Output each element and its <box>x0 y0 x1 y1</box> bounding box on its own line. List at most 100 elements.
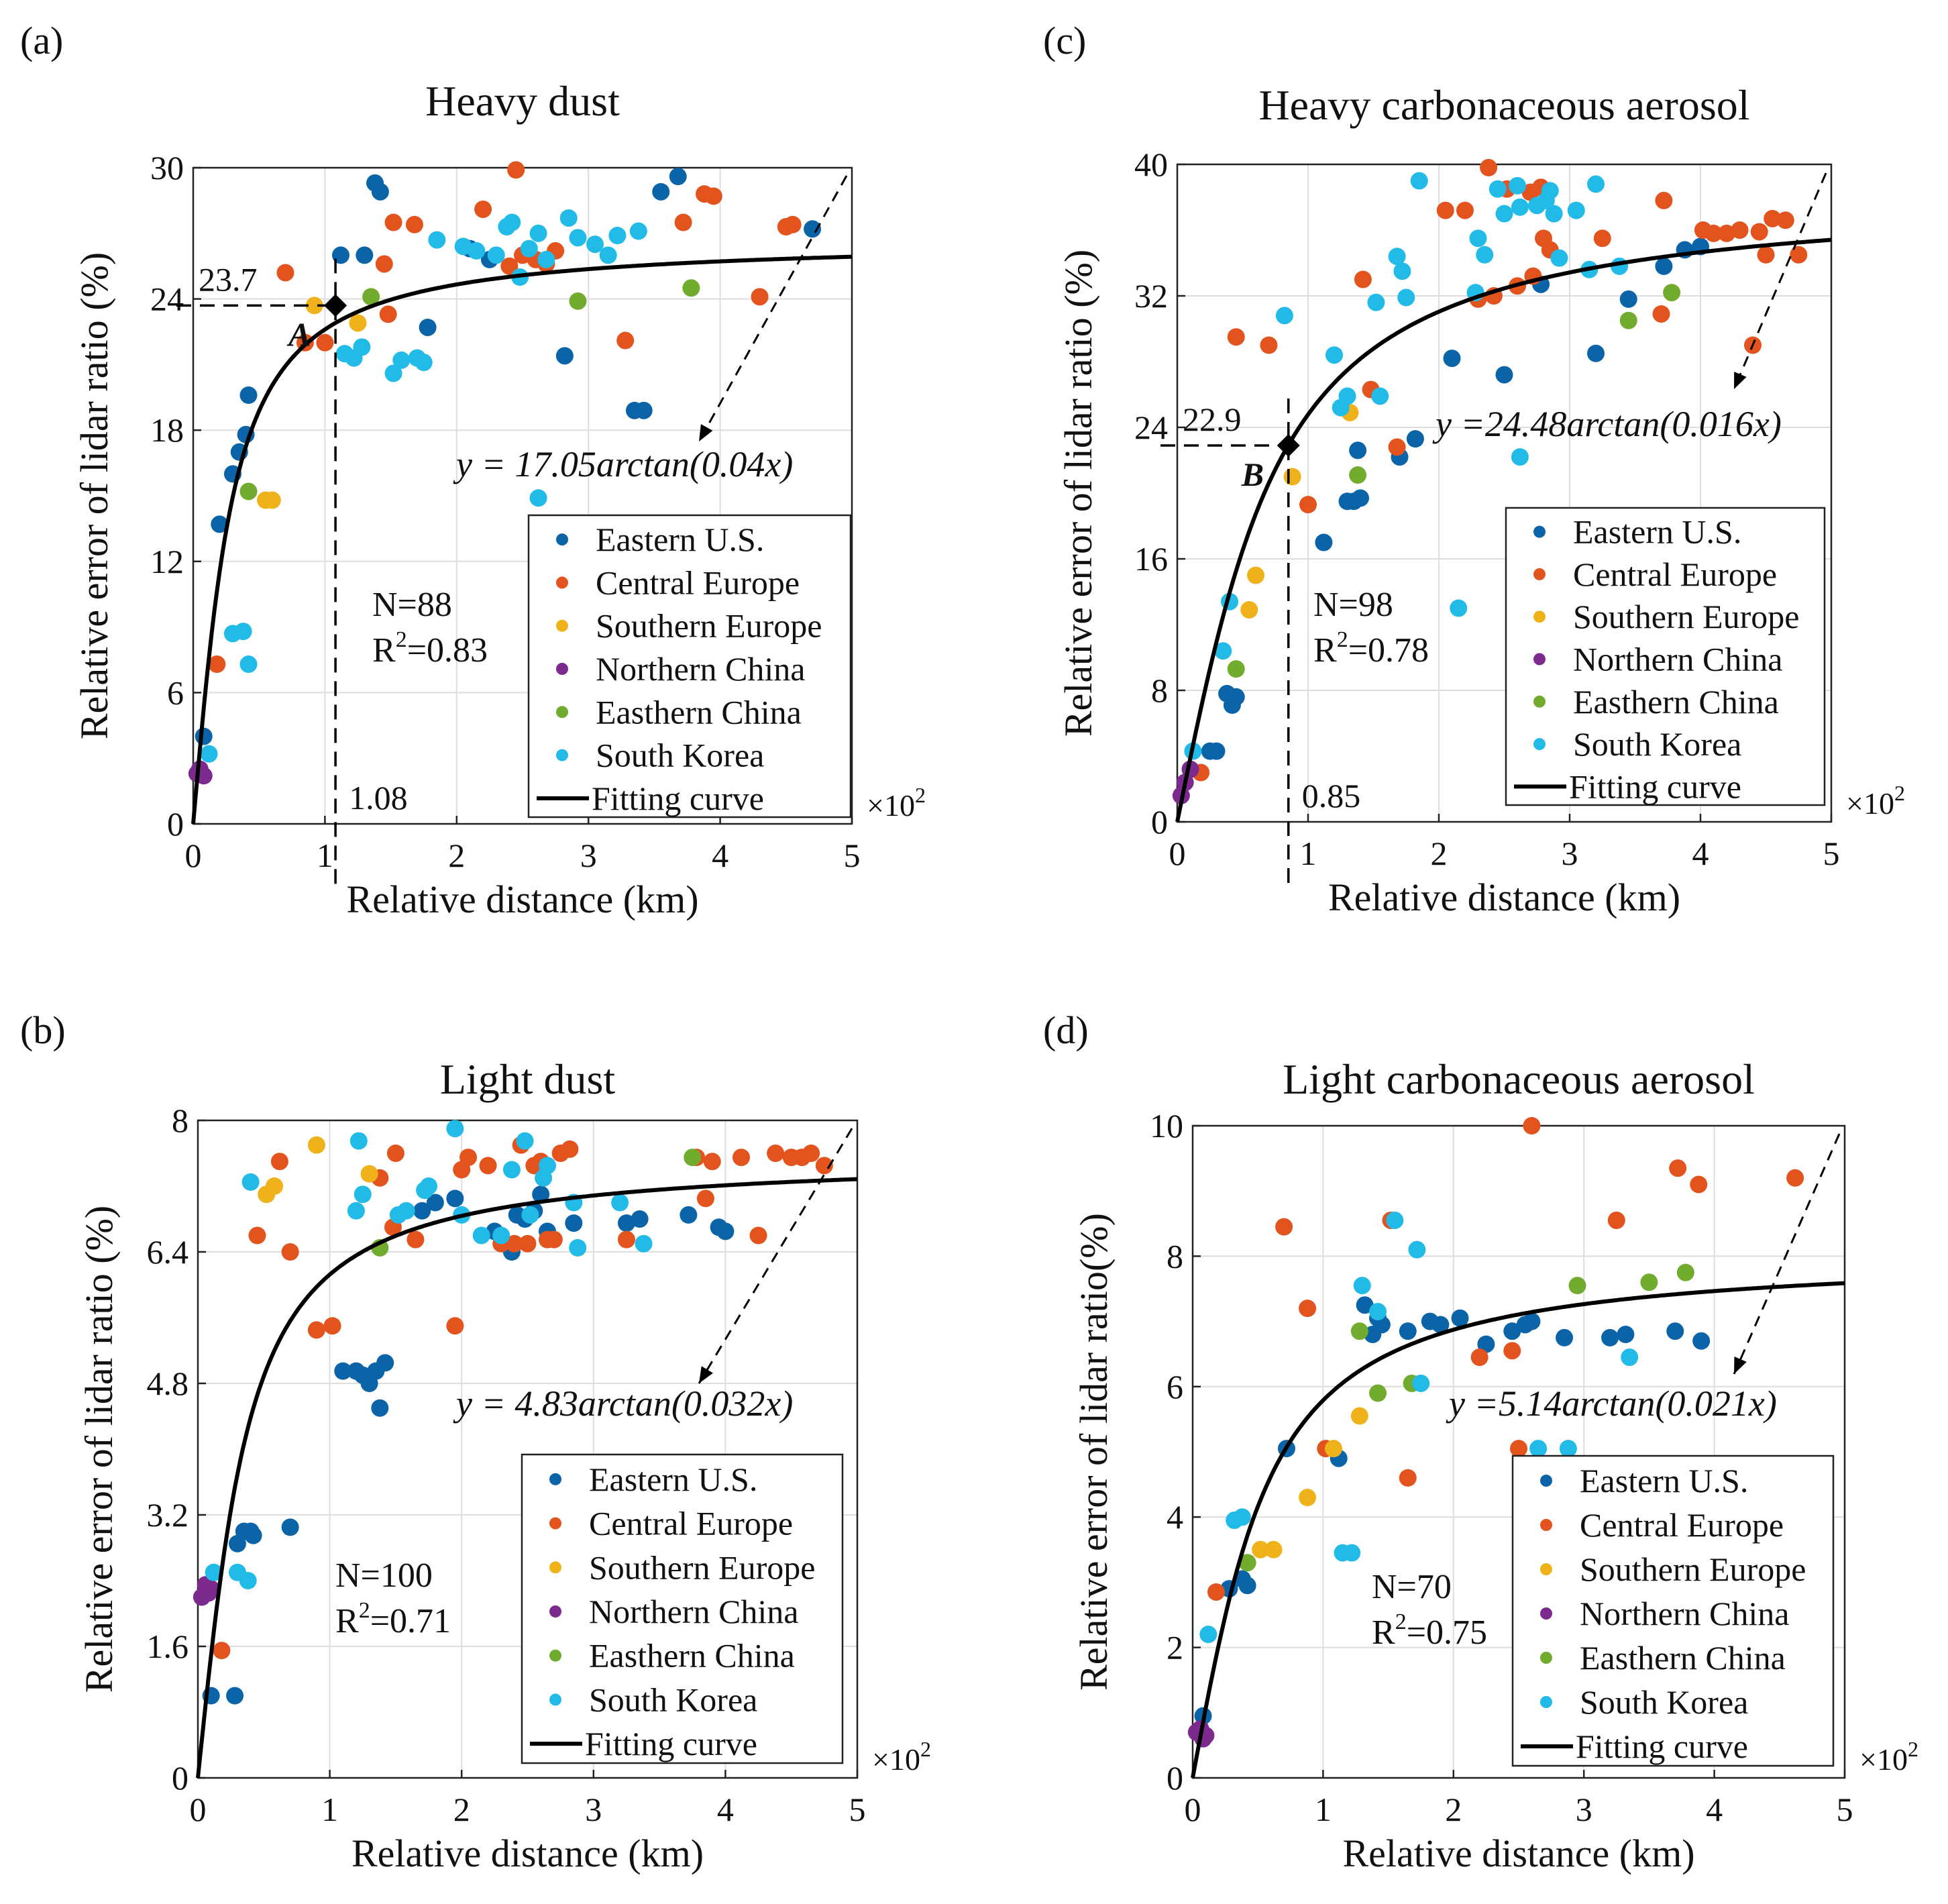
data-point <box>375 255 393 273</box>
data-point <box>413 1202 431 1220</box>
plot-frame <box>1191 1124 1846 1779</box>
data-point <box>1283 468 1301 486</box>
x-tick-label: 4 <box>717 1791 734 1828</box>
data-point <box>1529 1440 1548 1458</box>
legend: Eastern U.S. Central Europe Southern Europ… <box>1505 507 1826 806</box>
data-point <box>1568 1277 1586 1295</box>
legend-marker-central-europe <box>549 1517 561 1530</box>
x-tick-label: 1 <box>1315 1791 1332 1828</box>
data-point <box>1349 441 1367 460</box>
stat-r2-value: =0.83 <box>407 631 488 670</box>
x-tick-label: 1 <box>321 1791 338 1828</box>
data-point <box>631 1210 649 1228</box>
data-point <box>1214 642 1232 660</box>
data-point <box>334 1362 352 1380</box>
series-south-korea <box>200 209 647 763</box>
data-point <box>1299 496 1317 514</box>
data-point <box>1523 1312 1541 1330</box>
y-axis-label: Relative error of lidar ratio (%) <box>77 1206 121 1693</box>
data-point <box>565 1214 583 1232</box>
data-point <box>617 1214 635 1232</box>
data-point <box>281 1243 299 1261</box>
legend-label: Northern China <box>1573 641 1782 678</box>
marker-diamond <box>324 294 347 317</box>
data-point <box>1676 1263 1694 1281</box>
data-point <box>248 1226 266 1245</box>
legend-marker-easthern-china <box>556 706 568 719</box>
stat-r2-exponent: 2 <box>396 627 407 652</box>
legend-label: Eastern U.S. <box>1580 1462 1748 1499</box>
equation-arrow-head <box>699 424 713 441</box>
panel-d: (d) Light carbonaceous aerosol 0 1 2 3 4 5 0 2 4 6 8… <box>1043 1008 1918 1875</box>
y-axis-label: Relative error of lidar ratio (%) <box>1057 250 1100 737</box>
data-point <box>1750 223 1768 241</box>
equation-arrow-head <box>699 1366 713 1383</box>
series-southern-europe <box>258 1136 378 1204</box>
stat-r2: R2=0.78 <box>1313 627 1429 670</box>
data-point <box>1503 1342 1521 1360</box>
stat-r2: R2=0.75 <box>1372 1609 1487 1652</box>
data-point <box>1238 1554 1256 1572</box>
y-tick-label: 6.4 <box>147 1233 189 1271</box>
data-point <box>1477 1335 1495 1353</box>
legend-label: Easthern China <box>589 1637 795 1675</box>
legend-marker-eastern-u-s <box>1540 1475 1552 1487</box>
data-point <box>1367 293 1385 311</box>
legend-marker-northern-china <box>1540 1607 1552 1620</box>
series-south-korea <box>1199 1211 1639 1644</box>
legend-label: Eastern U.S. <box>589 1461 757 1498</box>
data-point <box>1397 288 1415 307</box>
marker-letter: A <box>286 315 311 353</box>
data-point <box>1545 205 1563 223</box>
marker-y-value: 22.9 <box>1183 401 1242 438</box>
stat-r2-value: =0.78 <box>1348 631 1429 670</box>
fitting-curve <box>196 1177 858 1779</box>
data-point <box>1476 246 1494 264</box>
data-point <box>1510 1440 1527 1458</box>
y-tick-label: 8 <box>1167 1237 1183 1275</box>
data-point <box>1652 305 1670 323</box>
legend-fit-label: Fitting curve <box>1576 1728 1748 1765</box>
legend-label: Central Europe <box>596 564 800 601</box>
data-point <box>749 1226 767 1245</box>
data-point <box>682 279 700 297</box>
data-point <box>1495 205 1513 223</box>
data-point <box>674 213 692 231</box>
data-point <box>492 1226 510 1245</box>
series-eastern-u-s <box>202 1185 735 1705</box>
y-axis-label: Relative error of lidar ratio(%) <box>1072 1213 1116 1691</box>
plot-frame <box>197 1119 859 1779</box>
data-point <box>1567 201 1585 219</box>
x-scale-exponent: 2 <box>920 1737 931 1761</box>
data-point <box>1238 1577 1256 1595</box>
fitting-curve <box>191 254 853 825</box>
legend-label: Central Europe <box>1580 1506 1784 1544</box>
data-point <box>213 1642 231 1660</box>
data-point <box>316 333 334 352</box>
data-point <box>569 229 587 247</box>
data-point <box>1443 350 1461 368</box>
data-point <box>349 1132 368 1150</box>
x-axis-label: Relative distance (km) <box>346 878 698 921</box>
legend-marker-northern-china <box>549 1605 561 1618</box>
data-point <box>519 1234 537 1253</box>
data-point <box>205 1563 223 1581</box>
plot-frame <box>1176 163 1833 823</box>
data-point <box>360 1165 378 1183</box>
data-point <box>1227 328 1245 346</box>
data-point <box>386 1145 404 1162</box>
x-tick-label: 0 <box>1169 835 1186 872</box>
marker-letter: B <box>1241 456 1264 493</box>
legend-marker-easthern-china <box>1533 695 1546 708</box>
data-point <box>635 1234 653 1253</box>
y-tick-label: 8 <box>1151 672 1168 709</box>
data-point <box>1704 224 1723 242</box>
data-point <box>1399 1322 1417 1340</box>
equation-arrow-line <box>1733 1133 1841 1375</box>
data-point <box>1470 1348 1489 1367</box>
chart-title: Heavy carbonaceous aerosol <box>1258 81 1749 129</box>
data-point <box>1275 1218 1293 1236</box>
data-point <box>1240 600 1258 619</box>
data-point <box>599 246 617 264</box>
data-point <box>1349 466 1367 484</box>
